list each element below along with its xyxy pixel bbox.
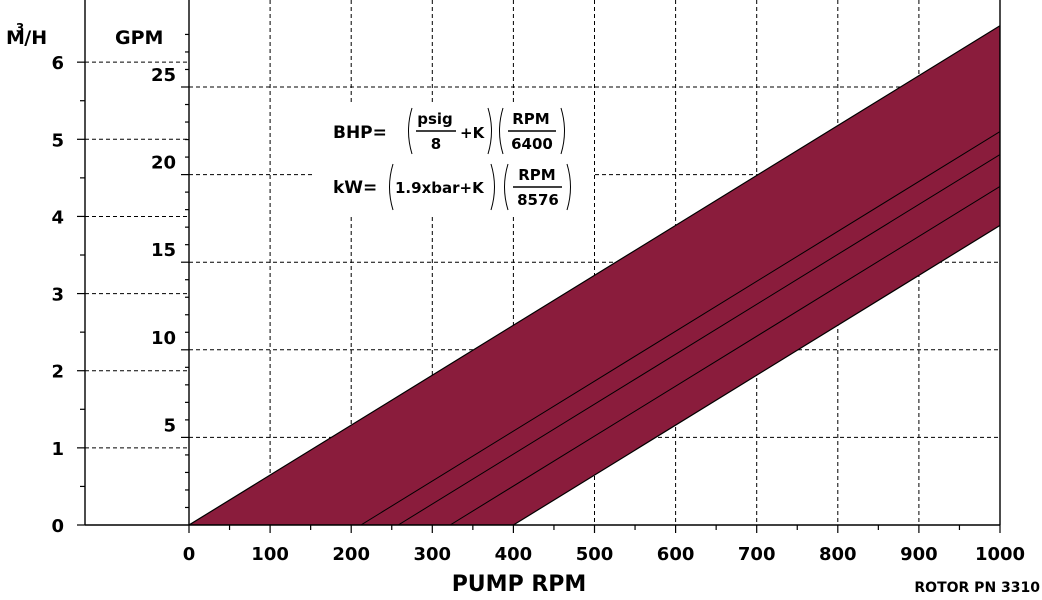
m3h-tick-label-1: 1	[51, 439, 64, 460]
gpm-tick-label-20: 20	[151, 153, 176, 174]
gpm-tick-label-15: 15	[151, 240, 176, 261]
kw-paren-open	[389, 163, 394, 211]
bhp-paren-close	[487, 107, 492, 155]
bhp-frac2-num: RPM	[512, 110, 549, 128]
bhp-paren2-open	[499, 107, 504, 155]
gpm-unit-label: GPM	[115, 27, 163, 49]
bhp-frac1-num: psig	[417, 110, 453, 128]
slip-line-3	[449, 186, 1000, 525]
bhp-paren-open	[408, 107, 413, 155]
kw-frac-num: RPM	[518, 166, 555, 184]
x-tick-label-800: 800	[819, 544, 857, 565]
m3h-tick-label-3: 3	[51, 285, 64, 306]
x-tick-label-1000: 1000	[975, 544, 1025, 565]
bhp-frac1-den: 8	[431, 135, 441, 153]
x-tick-label-600: 600	[657, 544, 695, 565]
m3h-tick-label-4: 4	[51, 207, 64, 228]
bhp-lhs: BHP=	[333, 123, 387, 143]
slip-line-1	[360, 131, 1000, 525]
formula-box	[312, 103, 594, 215]
x-tick-label-300: 300	[414, 544, 452, 565]
bhp-formula: BHP= psig 8 +K RPM 6400	[333, 107, 565, 155]
x-tick-label-200: 200	[332, 544, 370, 565]
bhp-paren2-close	[560, 107, 565, 155]
x-tick-label-500: 500	[576, 544, 614, 565]
kw-paren2-close	[566, 163, 571, 211]
x-axis-title: PUMP RPM	[452, 572, 587, 597]
gpm-tick-label-10: 10	[151, 328, 176, 349]
capacity-band-group	[189, 18, 1042, 525]
slip-line-2	[397, 154, 1000, 525]
x-tick-label-700: 700	[738, 544, 776, 565]
m3h-tick-label-5: 5	[51, 130, 64, 151]
ticks: 0 100 200 300 400 500 600 700 800 900 100051015202…	[51, 33, 1025, 565]
band-corner-line	[1022, 18, 1042, 55]
gpm-tick-label-5: 5	[163, 415, 176, 436]
bhp-frac2-den: 6400	[511, 135, 553, 153]
m3h-tick-label-6: 6	[51, 53, 64, 74]
kw-term: 1.9xbar+K	[395, 179, 485, 197]
kw-lhs: kW=	[333, 178, 377, 198]
kw-paren2-open	[504, 163, 509, 211]
m3h-tick-label-2: 2	[51, 362, 64, 383]
x-tick-label-900: 900	[900, 544, 938, 565]
x-tick-label-0: 0	[183, 544, 196, 565]
kw-formula: kW= 1.9xbar+K RPM 8576	[333, 163, 571, 211]
m3h-unit-label: M3/H	[6, 21, 47, 49]
m3h-tick-label-0: 0	[51, 516, 64, 537]
bhp-plus-k: +K	[460, 124, 486, 142]
x-tick-label-100: 100	[251, 544, 289, 565]
capacity-band	[189, 24, 1000, 525]
x-tick-label-400: 400	[495, 544, 533, 565]
rotor-footnote: ROTOR PN 3310	[914, 580, 1040, 596]
kw-frac-den: 8576	[517, 191, 559, 209]
gpm-tick-label-25: 25	[151, 65, 176, 86]
kw-paren-close	[490, 163, 495, 211]
